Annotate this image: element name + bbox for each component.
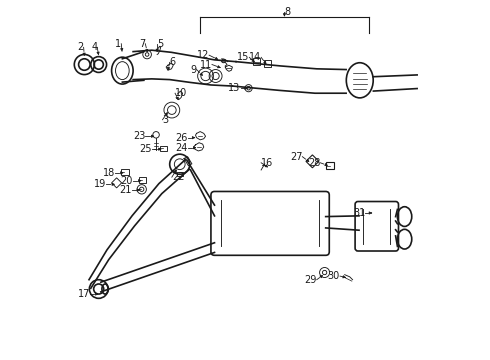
Text: 16: 16 [261, 158, 273, 168]
Text: 3: 3 [163, 115, 169, 125]
Text: 30: 30 [328, 271, 340, 281]
Text: 9: 9 [191, 64, 196, 75]
Text: 17: 17 [78, 289, 90, 299]
Text: 26: 26 [175, 133, 188, 143]
Text: 13: 13 [228, 83, 241, 93]
Bar [121, 169, 129, 175]
Bar [265, 59, 271, 67]
Text: 15: 15 [237, 52, 249, 62]
Text: 24: 24 [175, 143, 188, 153]
Text: 14: 14 [249, 52, 261, 62]
Bar [326, 162, 334, 169]
Text: 12: 12 [197, 50, 209, 60]
Text: 1: 1 [115, 39, 122, 49]
Text: 5: 5 [157, 39, 163, 49]
Text: 25: 25 [139, 144, 152, 154]
Text: 29: 29 [304, 275, 317, 285]
Text: 27: 27 [290, 152, 302, 162]
Text: 22: 22 [172, 172, 184, 182]
Text: 4: 4 [91, 42, 97, 52]
Text: 2: 2 [77, 42, 84, 52]
Text: 31: 31 [353, 208, 365, 218]
Bar [252, 58, 260, 65]
Text: 21: 21 [120, 185, 132, 195]
Text: 19: 19 [94, 179, 106, 189]
Text: 11: 11 [200, 59, 212, 69]
Text: 20: 20 [121, 176, 133, 186]
Text: 6: 6 [170, 57, 176, 67]
Text: 23: 23 [133, 131, 146, 141]
Bar [139, 177, 147, 183]
Bar [176, 172, 183, 176]
Text: 7: 7 [139, 39, 146, 49]
Bar [160, 146, 167, 151]
Text: 28: 28 [308, 158, 320, 168]
Text: 18: 18 [103, 168, 115, 178]
Text: 10: 10 [175, 88, 187, 98]
Text: 8: 8 [285, 7, 291, 17]
